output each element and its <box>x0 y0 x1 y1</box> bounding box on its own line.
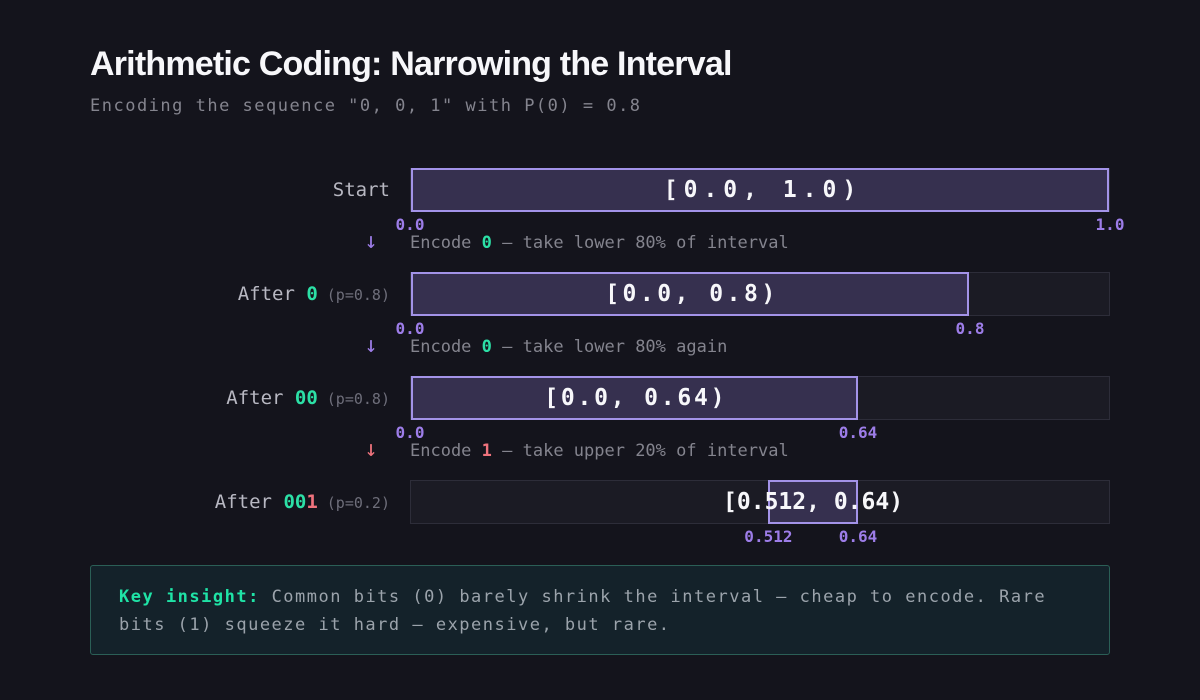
row-bits-green: 0 <box>306 283 318 305</box>
interval-bar: [0.0, 1.0) <box>411 168 1109 212</box>
tick-row: 0.0 0.8 <box>396 319 1110 338</box>
transition-encode-1: ↓ Encode 1 — take upper 20% of interval <box>364 437 1170 463</box>
interval-row-after-0: After 0 (p=0.8) [0.0, 0.8) 0.0 0.8 <box>0 272 1200 338</box>
transition-bit: 0 <box>481 337 492 357</box>
down-arrow-icon: ↓ <box>364 229 378 254</box>
page-subtitle: Encoding the sequence "0, 0, 1" with P(0… <box>90 96 642 116</box>
tick-start: 0.0 <box>395 423 425 442</box>
row-label: After 0 (p=0.8) <box>0 272 390 316</box>
tick-start: 0.0 <box>395 319 425 338</box>
tick-row: 0.0 0.64 <box>396 423 1110 442</box>
row-bits-green: 00 <box>294 387 318 409</box>
interval-track: [0.0, 0.8) <box>410 272 1110 316</box>
key-insight-text: Common bits (0) barely shrink the interv… <box>119 587 1047 635</box>
tick-end: 0.64 <box>838 527 878 546</box>
row-label-prefix: Start <box>332 179 390 201</box>
transition-text: Encode 0 — take lower 80% again <box>410 337 728 357</box>
interval-bar: [0.0, 0.64) <box>411 376 858 420</box>
transition-bit: 0 <box>481 233 492 253</box>
page-title: Arithmetic Coding: Narrowing the Interva… <box>90 45 732 83</box>
row-probability: (p=0.8) <box>326 390 390 408</box>
tick-row: 0.0 1.0 <box>396 215 1125 234</box>
row-label: After 00 (p=0.8) <box>0 376 390 420</box>
interval-track: [0.512, 0.64) <box>410 480 1110 524</box>
tick-end: 1.0 <box>1095 215 1125 234</box>
transition-text: Encode 1 — take upper 20% of interval <box>410 441 789 461</box>
interval-text: [0.0, 0.8) <box>605 281 779 307</box>
tick-end: 0.8 <box>955 319 985 338</box>
interval-row-after-001: After 001 (p=0.2) [0.512, 0.64) 0.512 0.6… <box>0 480 1200 546</box>
tick-start: 0.512 <box>744 527 793 546</box>
key-insight-label: Key insight: <box>119 587 260 607</box>
interval-text: [0.512, 0.64) <box>723 489 904 515</box>
interval-track: [0.0, 0.64) <box>410 376 1110 420</box>
row-probability: (p=0.2) <box>326 494 390 512</box>
tick-start: 0.0 <box>395 215 425 234</box>
row-label-prefix: After <box>237 283 307 305</box>
transition-encode-0-again: ↓ Encode 0 — take lower 80% again <box>364 333 1170 359</box>
interval-bar: [0.0, 0.8) <box>411 272 970 316</box>
interval-track: [0.0, 1.0) <box>410 168 1110 212</box>
transition-encode-0: ↓ Encode 0 — take lower 80% of interval <box>364 229 1170 255</box>
row-label-prefix: After <box>214 491 284 513</box>
down-arrow-icon: ↓ <box>364 437 378 462</box>
tick-end: 0.64 <box>838 423 878 442</box>
interval-text: [0.0, 1.0) <box>663 177 863 203</box>
interval-text: [0.0, 0.64) <box>544 385 728 411</box>
tick-row: 0.512 0.64 <box>410 527 1110 546</box>
transition-text: Encode 0 — take lower 80% of interval <box>410 233 789 253</box>
down-arrow-icon: ↓ <box>364 333 378 358</box>
row-label-prefix: After <box>226 387 295 409</box>
interval-row-after-00: After 00 (p=0.8) [0.0, 0.64) 0.0 0.64 <box>0 376 1200 442</box>
row-bits-green: 00 <box>283 491 307 513</box>
row-label: After 001 (p=0.2) <box>0 480 390 524</box>
transition-bit: 1 <box>481 441 492 461</box>
row-bits-red: 1 <box>306 491 318 513</box>
interval-row-start: Start [0.0, 1.0) 0.0 1.0 <box>0 168 1200 234</box>
row-probability: (p=0.8) <box>326 286 390 304</box>
interval-bar: [0.512, 0.64) <box>723 480 903 524</box>
row-label: Start <box>0 168 390 212</box>
key-insight-box: Key insight: Common bits (0) barely shri… <box>90 565 1110 655</box>
